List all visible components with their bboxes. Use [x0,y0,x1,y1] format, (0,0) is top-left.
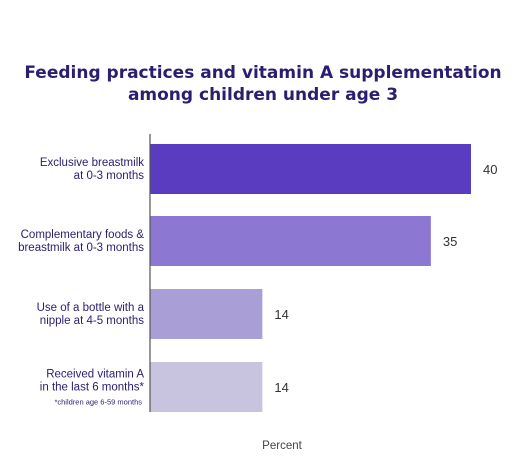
category-label-4-line-1: Received vitamin A [46,369,144,381]
chart-title-line-1: Feeding practices and vitamin A suppleme… [24,63,502,83]
chart-title-line-2: among children under age 3 [127,85,399,105]
value-label-3: 14 [274,307,288,322]
category-label-2-line-1: Complementary foods & [21,229,145,241]
category-label-2-line-2: breastmilk at 0-3 months [18,242,144,254]
bar-3 [150,289,263,339]
category-note-4: *children age 6-59 months [54,398,142,407]
category-label-3-line-2: nipple at 4-5 months [40,315,144,327]
category-label-3-line-1: Use of a bottle with a [37,302,145,314]
x-axis-label: Percent [262,440,302,452]
value-label-2: 35 [443,234,457,249]
bar-1 [150,144,471,194]
chart-title: Feeding practices and vitamin A suppleme… [0,62,526,106]
category-label-4-line-2: in the last 6 months* [40,382,145,394]
value-label-1: 40 [483,162,497,177]
value-label-4: 14 [274,380,288,395]
bar-4 [150,362,263,412]
category-label-1-line-1: Exclusive breastmilk [40,157,144,169]
bar-2 [150,216,431,266]
category-label-1-line-2: at 0-3 months [74,170,145,182]
